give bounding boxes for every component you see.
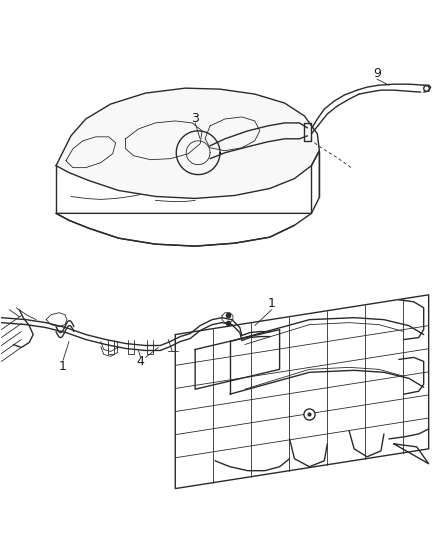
Polygon shape bbox=[56, 88, 319, 198]
Text: 1: 1 bbox=[268, 297, 276, 310]
Text: 9: 9 bbox=[373, 67, 381, 80]
Text: 4: 4 bbox=[136, 355, 145, 368]
Text: 1: 1 bbox=[59, 360, 67, 373]
Text: 3: 3 bbox=[191, 112, 199, 125]
